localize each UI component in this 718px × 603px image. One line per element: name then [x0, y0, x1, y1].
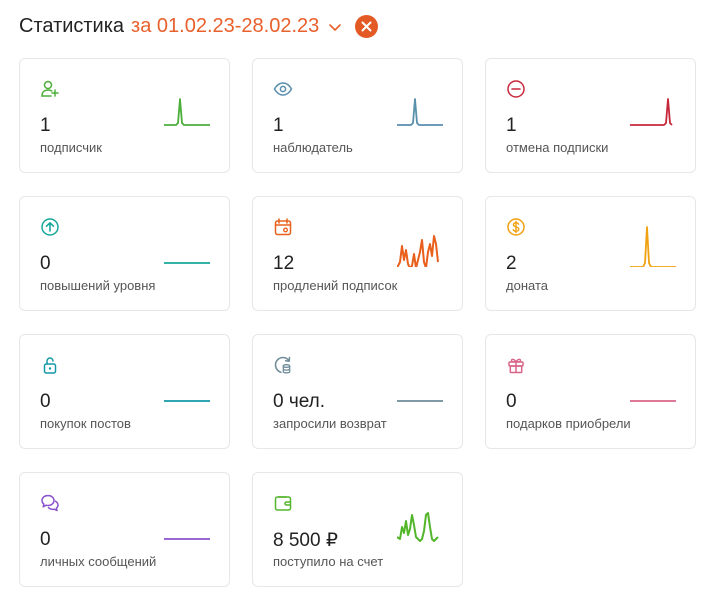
sparkline	[630, 400, 676, 402]
stat-label: отмена подписки	[506, 140, 609, 155]
chevron-down-icon[interactable]	[327, 19, 343, 35]
sparkline	[630, 98, 673, 126]
stat-value: 2	[506, 253, 517, 274]
period-selector[interactable]: за 01.02.23-28.02.23	[131, 14, 320, 37]
stat-label: поступило на счет	[273, 554, 384, 569]
stat-label: доната	[506, 278, 548, 293]
stat-value: 1	[506, 115, 517, 136]
minus-circle-icon	[507, 80, 525, 98]
stat-card-level-upgrades: 0 повышений уровня	[19, 196, 230, 311]
stat-card-gifts: 0 подарков приобрели	[485, 334, 696, 449]
stat-label: подарков приобрели	[506, 416, 631, 431]
stat-value: 12	[273, 253, 295, 274]
stat-card-donations: 2 доната	[485, 196, 696, 311]
sparkline	[397, 400, 443, 402]
page-title: Статистика	[19, 14, 125, 37]
sparkline	[630, 226, 676, 267]
stat-label: наблюдатель	[273, 140, 353, 155]
close-icon	[361, 21, 372, 31]
arrow-up-circle-icon	[41, 218, 59, 236]
stat-value: 0	[40, 529, 51, 550]
stat-card-subscribers: 1 подписчик	[19, 58, 230, 173]
stat-value: 0 чел.	[273, 391, 326, 412]
stats-header: Статистика за 01.02.23-28.02.23	[19, 12, 379, 40]
stat-value: 0	[506, 391, 517, 412]
sparkline	[164, 98, 210, 126]
stat-card-unsubscribes: 1 отмена подписки	[485, 58, 696, 173]
stat-card-post-purchases: 0 покупок постов	[19, 334, 230, 449]
stat-label: подписчик	[40, 140, 102, 155]
stat-value: 1	[40, 115, 51, 136]
stat-card-received: 8 500 ₽ поступило на счет	[252, 472, 463, 587]
sparkline	[164, 262, 210, 264]
sparkline	[164, 538, 210, 540]
dollar-coin-icon	[507, 218, 525, 236]
stat-card-refund-requests: 0 чел. запросили возврат	[252, 334, 463, 449]
eye-icon	[273, 82, 293, 96]
stat-label: покупок постов	[40, 416, 131, 431]
stat-card-watchers: 1 наблюдатель	[252, 58, 463, 173]
wallet-icon	[274, 496, 292, 511]
stat-card-renewals: 12 продлений подписок	[252, 196, 463, 311]
sparkline	[397, 235, 439, 267]
stat-label: личных сообщений	[40, 554, 157, 569]
gift-icon	[508, 358, 524, 374]
stat-label: запросили возврат	[273, 416, 387, 431]
sparkline	[164, 400, 210, 402]
stat-value: 0	[40, 253, 51, 274]
sparkline	[397, 512, 439, 542]
unlock-icon	[43, 357, 57, 374]
chat-bubbles-icon	[41, 494, 59, 512]
user-plus-icon	[41, 80, 59, 97]
stat-label: повышений уровня	[40, 278, 156, 293]
stat-label: продлений подписок	[273, 278, 398, 293]
stat-value: 8 500 ₽	[273, 530, 338, 551]
stat-value: 0	[40, 391, 51, 412]
refund-coins-icon	[274, 356, 291, 374]
clear-period-button[interactable]	[355, 14, 379, 38]
stat-card-messages: 0 личных сообщений	[19, 472, 230, 587]
calendar-refresh-icon	[274, 218, 292, 236]
stat-value: 1	[273, 115, 284, 136]
sparkline	[397, 98, 443, 126]
